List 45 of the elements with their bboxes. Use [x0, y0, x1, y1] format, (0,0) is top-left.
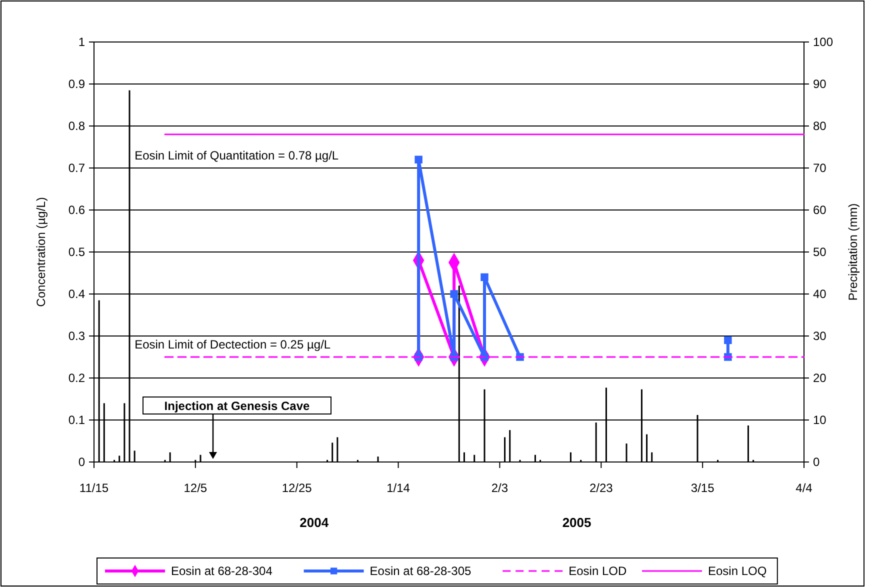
annotation: Eosin Limit of Quantitation = 0.78 µg/L — [134, 148, 339, 163]
y2-tick-label: 40 — [813, 287, 827, 302]
text: 2005 — [562, 515, 592, 530]
y-tick-label: 0.7 — [68, 161, 86, 176]
x-tick-label: 4/4 — [796, 481, 813, 495]
y2-tick-label: 20 — [813, 371, 827, 386]
y2-axis-title: Precipitation (mm) — [846, 203, 860, 301]
y-tick-label: 0.8 — [68, 119, 86, 134]
y2-tick-label: 0 — [813, 455, 820, 470]
point — [724, 336, 732, 344]
y2-tick-label: 100 — [813, 35, 834, 50]
x-tick-label: 11/15 — [79, 481, 109, 495]
y2-tick-label: 70 — [813, 161, 827, 176]
legend-label: Eosin at 68-28-304 — [171, 564, 273, 578]
y2-tick-label: 50 — [813, 245, 827, 260]
legend-label: Eosin LOD — [568, 564, 627, 578]
y-tick-label: 0.2 — [68, 371, 86, 386]
y2-tick-label: 30 — [813, 329, 827, 344]
text: 2004 — [300, 515, 330, 530]
x-tick-label: 12/5 — [184, 481, 208, 495]
point — [450, 290, 458, 298]
y-tick-label: 0.3 — [68, 329, 86, 344]
point — [414, 156, 422, 164]
y-tick-label: 0.6 — [68, 203, 86, 218]
y-tick-label: 0.4 — [68, 287, 86, 302]
annotation: Eosin Limit of Dectection = 0.25 µg/L — [134, 338, 331, 352]
y-tick-label: 0 — [78, 455, 86, 470]
x-tick-label: 2/23 — [589, 481, 614, 495]
y2-tick-label: 80 — [813, 119, 827, 134]
y2-tick-label: 60 — [813, 203, 827, 218]
point — [480, 273, 488, 282]
y-axis-title: Concentration (µg/L) — [34, 197, 48, 307]
y-tick-label: 0.5 — [68, 245, 86, 260]
legend-label: Eosin LOQ — [708, 564, 767, 578]
x-tick-label: 1/14 — [386, 481, 410, 495]
x-tick-label: 2/3 — [491, 481, 508, 495]
x-tick-label: 12/25 — [282, 481, 312, 495]
y-tick-label: 0.1 — [68, 413, 86, 428]
y2-tick-label: 10 — [813, 413, 827, 428]
legend-label: Eosin at 68-28-305 — [370, 564, 472, 578]
y2-tick-label: 90 — [813, 77, 827, 92]
y-tick-label: 1 — [78, 35, 86, 50]
annotation: Injection at Genesis Cave — [164, 399, 310, 413]
y-tick-label: 0.9 — [68, 77, 86, 92]
x-tick-label: 3/15 — [690, 481, 715, 495]
